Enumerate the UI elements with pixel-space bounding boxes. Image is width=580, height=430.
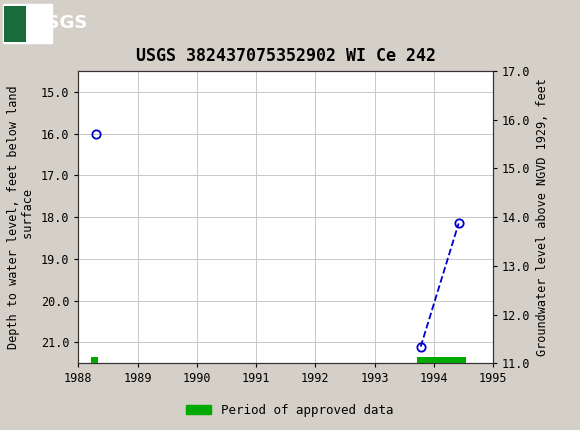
Text: USGS: USGS xyxy=(32,14,87,32)
Bar xyxy=(417,357,466,363)
Title: USGS 382437075352902 WI Ce 242: USGS 382437075352902 WI Ce 242 xyxy=(136,47,436,65)
Y-axis label: Groundwater level above NGVD 1929, feet: Groundwater level above NGVD 1929, feet xyxy=(536,78,549,356)
Legend: Period of approved data: Period of approved data xyxy=(181,399,399,421)
Bar xyxy=(4,6,26,42)
Bar xyxy=(3,4,52,43)
Bar xyxy=(91,357,99,363)
Y-axis label: Depth to water level, feet below land
 surface: Depth to water level, feet below land su… xyxy=(7,85,35,349)
